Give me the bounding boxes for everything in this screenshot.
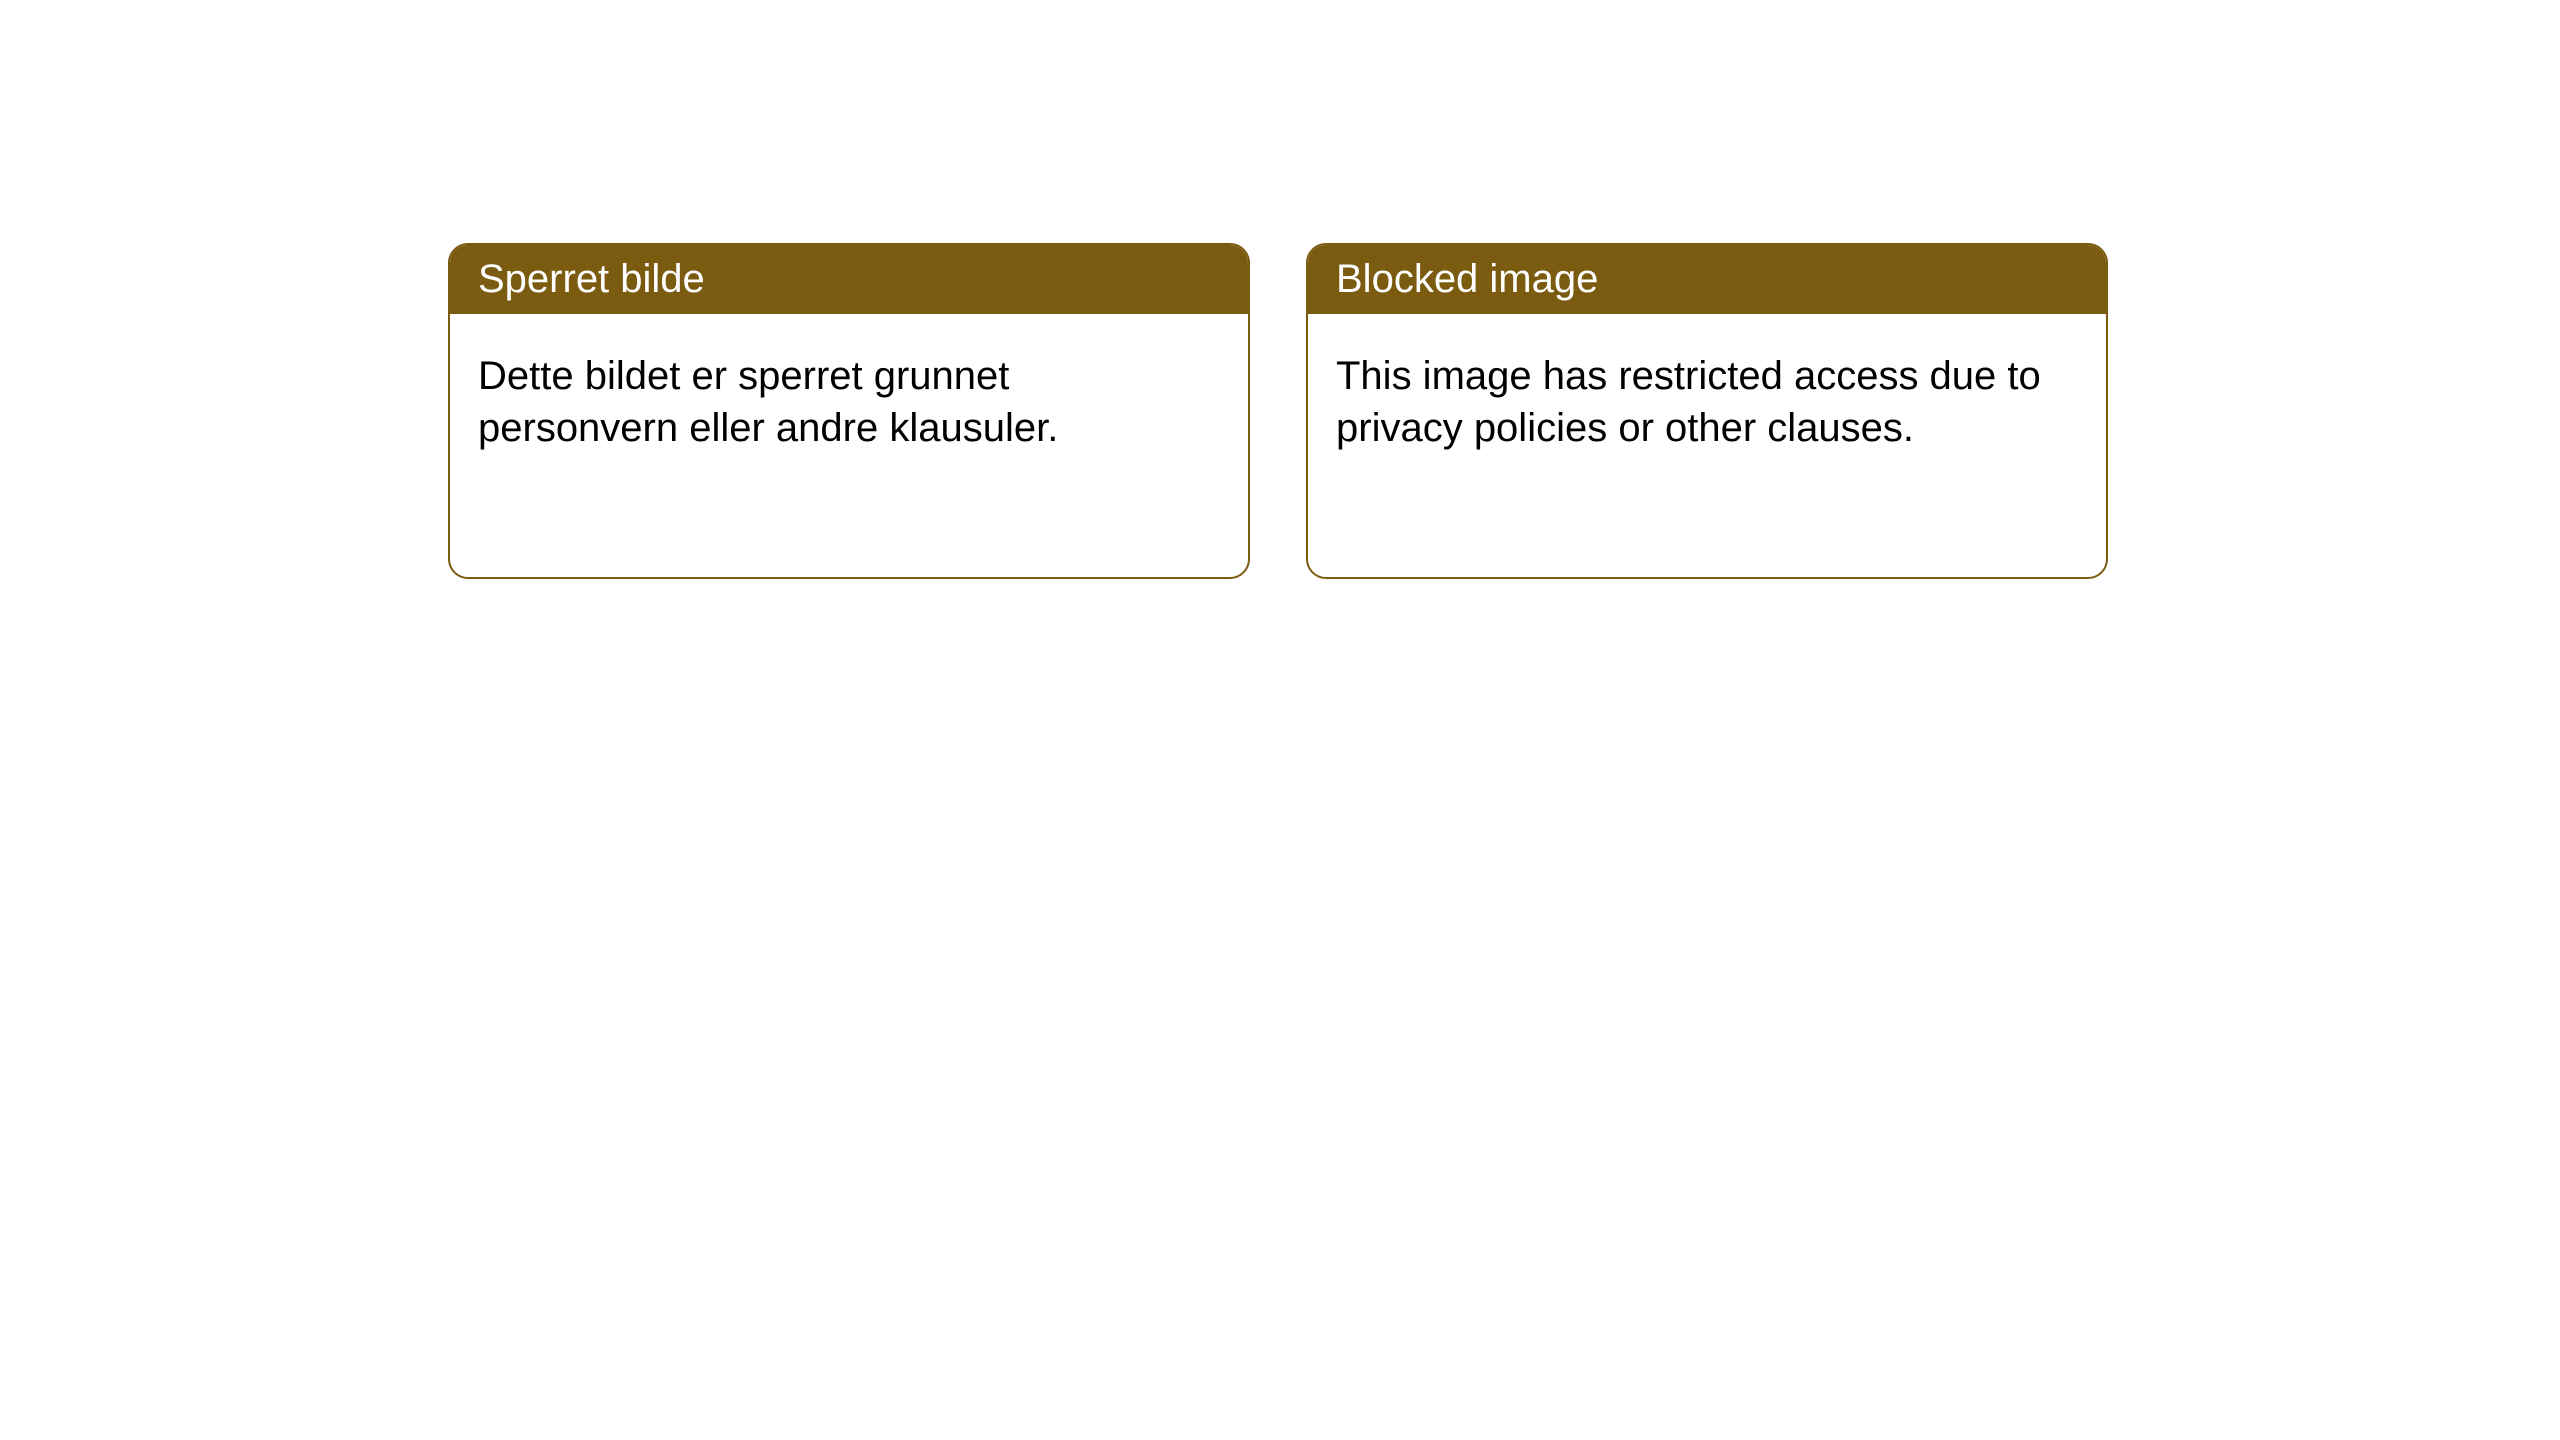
card-body-en: This image has restricted access due to … xyxy=(1308,314,2106,490)
notice-container: Sperret bilde Dette bildet er sperret gr… xyxy=(448,243,2108,579)
blocked-image-card-no: Sperret bilde Dette bildet er sperret gr… xyxy=(448,243,1250,579)
card-header-no: Sperret bilde xyxy=(450,245,1248,314)
card-header-en: Blocked image xyxy=(1308,245,2106,314)
card-body-no: Dette bildet er sperret grunnet personve… xyxy=(450,314,1248,490)
blocked-image-card-en: Blocked image This image has restricted … xyxy=(1306,243,2108,579)
